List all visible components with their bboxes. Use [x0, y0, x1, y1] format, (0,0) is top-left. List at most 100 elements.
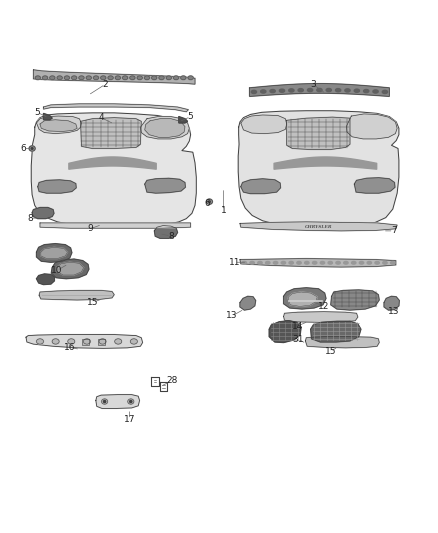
Ellipse shape — [352, 262, 356, 264]
Ellipse shape — [391, 262, 395, 264]
Ellipse shape — [281, 262, 286, 264]
Ellipse shape — [242, 262, 247, 264]
Ellipse shape — [273, 262, 278, 264]
Ellipse shape — [261, 90, 266, 93]
Polygon shape — [43, 104, 188, 112]
Text: 12: 12 — [318, 302, 329, 311]
Ellipse shape — [31, 148, 33, 149]
Polygon shape — [51, 259, 89, 279]
Polygon shape — [384, 296, 399, 310]
Polygon shape — [145, 178, 185, 193]
Ellipse shape — [64, 76, 70, 79]
Polygon shape — [240, 222, 397, 231]
Text: 5: 5 — [188, 112, 194, 121]
Ellipse shape — [373, 90, 378, 93]
Text: 15: 15 — [87, 298, 98, 307]
Polygon shape — [40, 120, 77, 132]
Text: 7: 7 — [391, 227, 396, 236]
Text: 3: 3 — [310, 79, 316, 88]
Ellipse shape — [382, 90, 388, 93]
Ellipse shape — [115, 76, 120, 79]
Polygon shape — [57, 262, 84, 275]
Ellipse shape — [128, 399, 134, 404]
Ellipse shape — [326, 88, 332, 92]
Ellipse shape — [317, 88, 322, 92]
Polygon shape — [238, 111, 399, 227]
Polygon shape — [240, 296, 256, 310]
Ellipse shape — [289, 262, 293, 264]
Text: 8: 8 — [28, 214, 33, 223]
Polygon shape — [331, 290, 379, 310]
Polygon shape — [36, 274, 54, 285]
Text: 13: 13 — [388, 307, 399, 316]
Ellipse shape — [289, 89, 294, 92]
Ellipse shape — [35, 76, 40, 79]
Ellipse shape — [68, 339, 75, 344]
Ellipse shape — [250, 262, 254, 264]
Ellipse shape — [79, 76, 84, 79]
Ellipse shape — [328, 262, 332, 264]
Ellipse shape — [208, 201, 210, 203]
Polygon shape — [284, 312, 358, 322]
Ellipse shape — [86, 76, 92, 79]
Ellipse shape — [108, 76, 113, 79]
Ellipse shape — [123, 76, 128, 79]
Text: 14: 14 — [292, 321, 303, 330]
Polygon shape — [96, 394, 140, 408]
Ellipse shape — [115, 339, 122, 344]
Ellipse shape — [364, 90, 369, 93]
Ellipse shape — [50, 76, 55, 79]
Ellipse shape — [145, 76, 150, 79]
Polygon shape — [241, 179, 281, 193]
Polygon shape — [38, 180, 76, 193]
Ellipse shape — [297, 262, 301, 264]
Ellipse shape — [258, 262, 262, 264]
Text: CHRYSLER: CHRYSLER — [305, 224, 332, 229]
Polygon shape — [287, 117, 350, 150]
Ellipse shape — [83, 339, 90, 344]
Ellipse shape — [130, 400, 132, 402]
Polygon shape — [269, 321, 301, 343]
Text: 6: 6 — [204, 199, 210, 208]
Text: 17: 17 — [124, 415, 135, 424]
Ellipse shape — [181, 76, 186, 79]
Ellipse shape — [345, 89, 350, 92]
Text: 16: 16 — [64, 343, 75, 352]
Polygon shape — [39, 290, 114, 300]
Polygon shape — [240, 259, 396, 267]
Polygon shape — [36, 244, 72, 262]
Ellipse shape — [206, 199, 212, 204]
Polygon shape — [284, 288, 326, 309]
Ellipse shape — [152, 76, 157, 79]
Text: 2: 2 — [102, 79, 108, 88]
Ellipse shape — [375, 262, 379, 264]
Text: 13: 13 — [226, 311, 238, 320]
Ellipse shape — [251, 90, 257, 93]
Polygon shape — [31, 113, 196, 225]
Ellipse shape — [99, 339, 106, 344]
Polygon shape — [81, 118, 141, 149]
Text: 10: 10 — [51, 266, 62, 275]
Polygon shape — [311, 321, 361, 342]
Ellipse shape — [270, 90, 275, 93]
Polygon shape — [154, 225, 177, 238]
Polygon shape — [33, 70, 195, 84]
Ellipse shape — [320, 262, 325, 264]
Ellipse shape — [383, 262, 387, 264]
Ellipse shape — [52, 339, 59, 344]
Polygon shape — [36, 116, 81, 134]
Polygon shape — [41, 247, 67, 259]
Polygon shape — [288, 292, 317, 306]
Polygon shape — [145, 119, 185, 138]
Polygon shape — [305, 337, 379, 348]
Text: 15: 15 — [325, 347, 336, 356]
Ellipse shape — [312, 262, 317, 264]
Text: 6: 6 — [21, 144, 26, 153]
Text: 8: 8 — [168, 232, 174, 241]
Text: 5: 5 — [34, 108, 40, 117]
Polygon shape — [32, 207, 54, 219]
Ellipse shape — [103, 400, 106, 402]
Text: 11: 11 — [229, 258, 240, 266]
Ellipse shape — [101, 76, 106, 79]
Ellipse shape — [173, 76, 179, 79]
